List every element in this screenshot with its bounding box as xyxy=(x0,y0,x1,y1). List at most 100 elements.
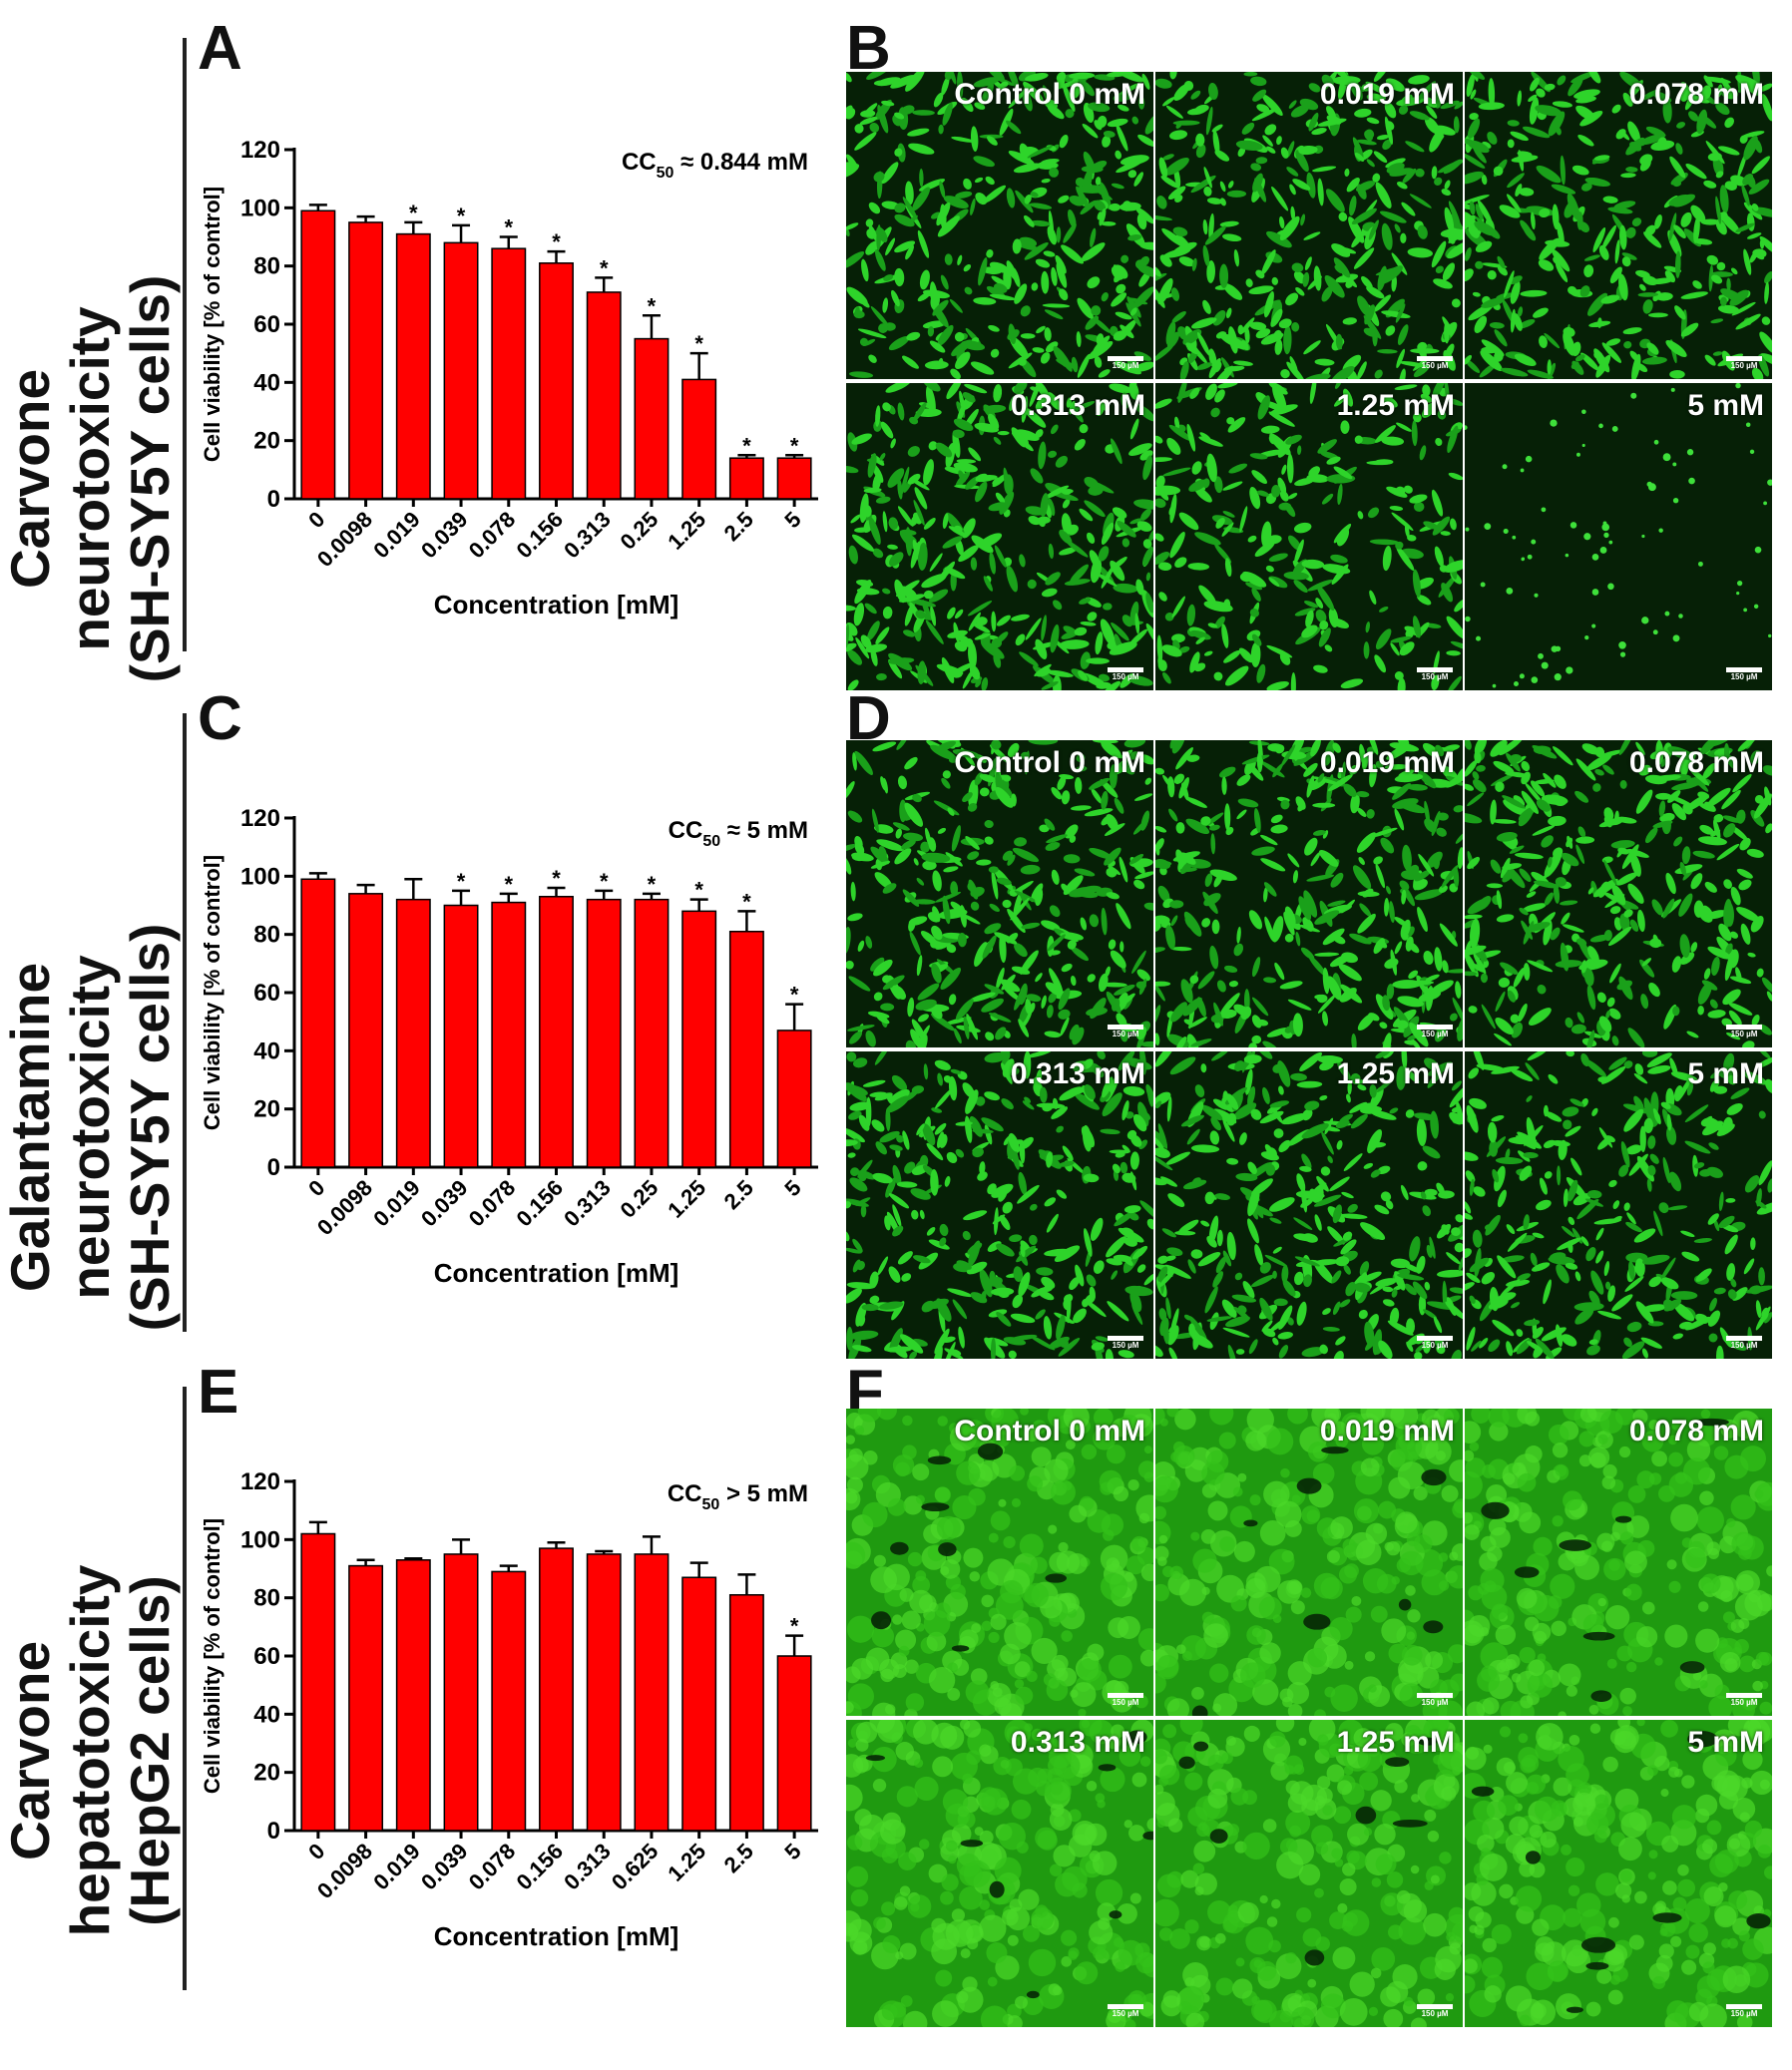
cell-mark xyxy=(896,1249,915,1267)
cell-mark xyxy=(1070,976,1077,987)
cell-mark xyxy=(1168,494,1178,524)
cell-mark xyxy=(1527,1051,1549,1062)
cell-mark xyxy=(983,835,995,846)
y-tick-label: 80 xyxy=(253,1585,280,1612)
cell-mark xyxy=(847,1835,862,1850)
cell-mark xyxy=(966,1680,990,1704)
cell-mark xyxy=(1307,1648,1327,1668)
cell-mark xyxy=(950,1584,965,1599)
cell-mark xyxy=(1481,583,1486,588)
cell-mark xyxy=(1190,1532,1199,1541)
cell-mark xyxy=(1766,1565,1772,1576)
cell-mark xyxy=(1688,478,1695,485)
x-tick-label: 0.078 xyxy=(464,1839,521,1895)
cell-mark xyxy=(1100,1128,1120,1135)
gap-mark xyxy=(1303,1614,1330,1630)
cell-mark xyxy=(1197,435,1223,449)
cell-mark xyxy=(918,269,931,291)
cell-mark xyxy=(1507,120,1520,127)
y-axis-label: Cell viability [% of control] xyxy=(200,1518,224,1794)
cell-mark xyxy=(1268,552,1289,564)
cell-mark xyxy=(1671,1291,1698,1300)
gap-mark xyxy=(1297,1478,1322,1494)
cell-mark xyxy=(1167,807,1179,822)
cell-mark xyxy=(1018,649,1041,668)
cell-mark xyxy=(1465,266,1476,284)
bar xyxy=(301,210,334,499)
cell-mark xyxy=(874,1555,886,1567)
cell-mark xyxy=(1400,201,1417,217)
cell-mark xyxy=(881,1901,895,1915)
cell-mark xyxy=(856,940,865,953)
cell-mark xyxy=(1386,1541,1400,1555)
cell-mark xyxy=(1382,1298,1395,1308)
cell-mark xyxy=(1074,867,1096,878)
x-tick-label: 0.156 xyxy=(511,1839,568,1895)
cell-mark xyxy=(1266,1429,1293,1455)
cell-mark xyxy=(1032,346,1045,353)
cell-mark xyxy=(988,902,1001,913)
cell-mark xyxy=(1593,1217,1621,1225)
gap-mark xyxy=(928,1456,951,1465)
cell-mark xyxy=(1726,1518,1735,1527)
cell-mark xyxy=(1515,1328,1524,1338)
cell-mark xyxy=(931,870,943,892)
cell-mark xyxy=(846,780,857,801)
cell-mark xyxy=(1694,901,1704,918)
cell-mark xyxy=(1465,617,1470,621)
cell-mark xyxy=(1465,811,1483,826)
cell-mark xyxy=(1259,1596,1282,1619)
scale-bar-label: 150 µM xyxy=(1726,1341,1762,1351)
cell-mark xyxy=(1203,1623,1228,1648)
cell-mark xyxy=(1114,150,1122,160)
cell-mark xyxy=(1212,920,1220,935)
cell-mark xyxy=(937,827,947,835)
cell-mark xyxy=(1700,1573,1720,1593)
cell-mark xyxy=(1448,471,1463,481)
cell-mark xyxy=(1746,423,1751,428)
cell-mark xyxy=(1019,303,1033,318)
cell-mark xyxy=(1485,1580,1497,1592)
cell-mark xyxy=(1015,1679,1024,1688)
cell-mark xyxy=(847,545,859,565)
cell-mark xyxy=(1710,956,1722,976)
bar xyxy=(588,1554,621,1831)
cell-mark xyxy=(1594,1227,1605,1242)
significance-star: * xyxy=(457,204,466,228)
cell-mark xyxy=(1481,973,1488,983)
cell-mark xyxy=(1494,991,1507,1013)
cell-mark xyxy=(1654,1657,1662,1665)
cell-mark xyxy=(1034,972,1044,983)
cell-mark xyxy=(1049,423,1060,435)
cell-mark xyxy=(1735,867,1754,881)
cell-mark xyxy=(915,877,925,887)
cell-mark xyxy=(1667,1559,1677,1569)
cell-texture xyxy=(846,1051,1153,1359)
tile-concentration-label: 0.313 mM xyxy=(1011,1057,1145,1091)
cell-mark xyxy=(1396,323,1411,346)
cell-mark xyxy=(1454,831,1463,845)
cell-mark xyxy=(1060,962,1074,974)
x-tick-label: 5 xyxy=(779,1175,805,1201)
cell-mark xyxy=(1187,563,1209,571)
cell-mark xyxy=(916,955,924,977)
cell-mark xyxy=(1641,298,1654,315)
cell-mark xyxy=(1725,1101,1745,1118)
cell-mark xyxy=(849,513,862,525)
cell-mark xyxy=(1070,1690,1078,1698)
cell-mark xyxy=(1071,805,1092,812)
cell-mark xyxy=(1671,835,1683,848)
cell-mark xyxy=(1514,681,1519,686)
cell-mark xyxy=(1326,1155,1334,1164)
cell-mark xyxy=(1468,1585,1483,1600)
cell-mark xyxy=(1556,74,1568,87)
cell-mark xyxy=(1465,246,1473,261)
tile-concentration-label: Control 0 mM xyxy=(954,1415,1145,1449)
cell-mark xyxy=(1330,1685,1357,1712)
cell-mark xyxy=(1220,623,1230,649)
cell-mark xyxy=(1102,1513,1123,1535)
cell-mark xyxy=(1223,965,1238,975)
cell-mark xyxy=(1408,1451,1419,1462)
cell-mark xyxy=(902,1445,917,1459)
